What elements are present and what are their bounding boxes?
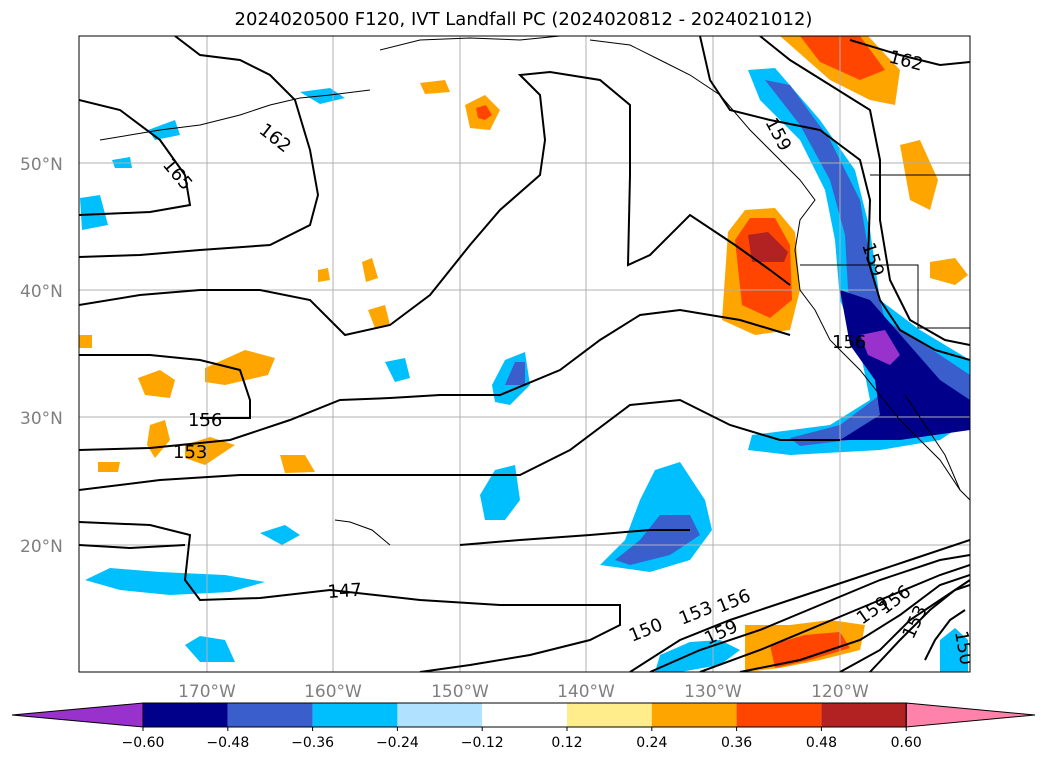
colorbar-tick-label: −0.60 <box>122 735 165 751</box>
colorbar-tick-label: −0.24 <box>376 735 419 751</box>
lon-label: 120°W <box>811 682 869 702</box>
colorbar-segment <box>821 703 907 727</box>
colorbar-extend-low <box>11 702 144 728</box>
lat-label: 50°N <box>20 155 63 175</box>
latitude-labels: 50°N 40°N 30°N 20°N <box>20 155 63 557</box>
longitude-labels: 170°W 160°W 150°W 140°W 130°W 120°W <box>178 682 869 702</box>
colorbar-segment <box>312 703 398 727</box>
colorbar-segment <box>143 703 228 727</box>
graticule <box>79 36 970 672</box>
coastlines <box>99 36 970 546</box>
map-title: 2024020500 F120, IVT Landfall PC (202402… <box>234 9 813 30</box>
colorbar-extend-high <box>905 702 1036 728</box>
colorbar-tick-label: 0.24 <box>636 735 667 751</box>
plot-frame <box>78 35 971 673</box>
contour-label: 147 <box>327 580 363 603</box>
colorbar-tick-label: −0.36 <box>291 735 334 751</box>
lat-label: 30°N <box>20 409 63 429</box>
lon-label: 170°W <box>178 682 236 702</box>
contour-label: 156 <box>832 332 866 353</box>
colorbar-segment <box>567 703 652 727</box>
lon-label: 160°W <box>304 682 362 702</box>
colorbar-frame <box>142 702 907 728</box>
colorbar-segment <box>482 703 567 727</box>
contour-label: 153 <box>173 442 207 463</box>
lon-label: 140°W <box>557 682 615 702</box>
colorbar-tick-label: 0.60 <box>891 735 922 751</box>
lat-label: 40°N <box>20 282 63 302</box>
colorbar-segment <box>397 703 483 727</box>
colorbar: −0.60 −0.48 −0.36 −0.24 −0.12 0.12 0.24 0.36 0.4… <box>11 702 1036 751</box>
colorbar-tick-label: −0.12 <box>461 735 504 751</box>
colorbar-tick-label: 0.48 <box>806 735 837 751</box>
shaded-fields <box>79 36 970 672</box>
lon-label: 150°W <box>431 682 489 702</box>
colorbar-tick-label: 0.36 <box>721 735 752 751</box>
height-contours <box>79 36 970 672</box>
lat-label: 20°N <box>20 537 63 557</box>
colorbar-tick-label: −0.48 <box>206 735 249 751</box>
colorbar-tick-label: 0.12 <box>551 735 582 751</box>
contour-label: 150 <box>950 629 977 666</box>
colorbar-segment <box>651 703 737 727</box>
colorbar-segment <box>736 703 822 727</box>
colorbar-segment <box>227 703 313 727</box>
contour-label: 156 <box>188 410 222 431</box>
lon-label: 130°W <box>684 682 742 702</box>
